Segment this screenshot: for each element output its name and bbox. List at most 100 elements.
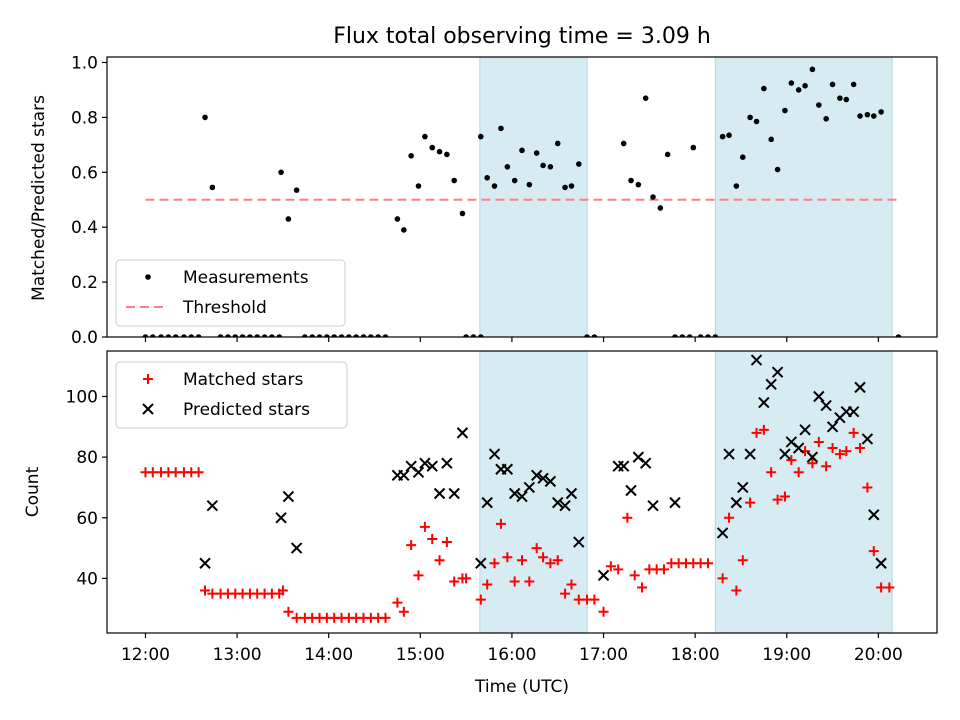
measurement-point: [547, 164, 554, 170]
matched-star-point: [807, 458, 818, 469]
predicted-star-point: [771, 366, 784, 378]
predicted-star-point: [456, 427, 469, 439]
measurement-point: [591, 334, 598, 337]
top-shaded-span: [714, 56, 893, 338]
matched-star-point: [545, 558, 556, 569]
predicted-star-point: [861, 433, 874, 445]
bottom-x-tick-label: 17:00: [579, 645, 628, 665]
measurement-point: [368, 334, 374, 337]
predicted-star-point: [565, 487, 578, 500]
measurement-point: [285, 216, 292, 222]
measurement-point: [739, 154, 746, 160]
matched-star-point: [751, 427, 762, 438]
bottom-x-tick-label: 13:00: [213, 645, 262, 665]
ratio-panel: 0.0 0.2 0.4 0.6 0.8 1.0 Measurements Threshold: [71, 53, 938, 348]
bottom-x-tick-label: 15:00: [396, 645, 445, 665]
measurement-point: [575, 161, 582, 167]
measurement-point: [142, 334, 149, 337]
predicted-star-point: [475, 557, 487, 569]
predicted-star-point: [765, 378, 777, 391]
measurement-point: [436, 148, 443, 155]
measurement-point: [451, 177, 458, 184]
measurement-point: [324, 334, 330, 337]
bottom-axes-frame: [106, 350, 938, 634]
predicted-star-point: [826, 421, 839, 433]
measurement-point: [816, 102, 822, 108]
measurement-point: [278, 169, 284, 176]
measurement-point: [346, 334, 352, 337]
measurement-point: [188, 334, 195, 337]
bottom-x-tick-label: 16:00: [487, 645, 536, 665]
matched-star-point: [482, 579, 493, 590]
top-shaded-span: [479, 56, 588, 338]
measurement-point: [150, 334, 156, 337]
bottom-x-tick-label: 12:00: [121, 645, 170, 665]
measurement-point: [181, 334, 187, 337]
measurement-point: [375, 334, 381, 337]
matched-star-point: [745, 497, 756, 508]
measurement-point: [261, 334, 268, 337]
top-y-tick-label: 0.2: [71, 273, 98, 293]
matched-star-point: [461, 573, 472, 584]
bottom-x-tick-label: 20:00: [854, 645, 903, 665]
measurement-point: [239, 334, 246, 337]
measurement-point: [788, 80, 795, 86]
measurement-point: [664, 151, 671, 158]
bottom-x-tick-label: 19:00: [762, 645, 811, 665]
measurement-point: [309, 334, 316, 337]
measurement-point: [837, 95, 843, 101]
bottom-y-tick-label: 80: [76, 448, 98, 468]
predicted-star-point: [779, 448, 791, 460]
measurement-point: [533, 150, 540, 156]
measurement-point: [165, 334, 172, 337]
measurement-point: [733, 183, 740, 189]
predicted-star-point: [617, 460, 630, 472]
matched-star-point: [475, 594, 486, 605]
matched-star-point: [884, 582, 895, 593]
measurement-point: [554, 140, 561, 147]
top-legend: [115, 259, 346, 327]
matched-star-point: [552, 555, 563, 566]
matched-star-point: [737, 555, 748, 566]
measurement-point: [225, 334, 231, 337]
predicted-star-point: [426, 460, 438, 472]
measurement-point: [302, 334, 308, 337]
predicted-star-point: [199, 557, 211, 569]
measurement-point: [650, 194, 656, 200]
predicted-star-point: [625, 484, 637, 497]
matched-star-point: [380, 612, 391, 623]
top-axes-frame: [106, 56, 938, 338]
matched-star-point: [449, 576, 460, 587]
measurement-point: [878, 109, 884, 115]
matched-star-point: [283, 606, 294, 617]
predicted-star-point: [799, 424, 811, 436]
measurement-point: [470, 334, 477, 337]
measurement-point: [679, 334, 686, 337]
predicted-star-point: [597, 569, 610, 582]
measurement-point: [195, 334, 202, 337]
measurement-point: [870, 113, 877, 119]
matched-star-point: [277, 585, 288, 596]
measurement-point: [338, 334, 345, 337]
matched-star-point: [392, 597, 403, 608]
legend-measurements-label: Measurements: [183, 268, 309, 288]
measurement-point: [823, 115, 829, 122]
legend-threshold-label: Threshold: [182, 298, 267, 318]
measurement-point: [850, 81, 857, 88]
matched-star-point: [834, 449, 845, 460]
matched-star-point: [629, 570, 640, 581]
predicted-star-point: [290, 542, 303, 554]
x-axis-label: Time (UTC): [474, 677, 569, 697]
measurement-point: [422, 133, 428, 140]
measurement-point: [353, 334, 359, 337]
measurement-point: [519, 147, 525, 154]
matched-star-point: [786, 455, 797, 466]
bottom-x-tick-label: 18:00: [671, 645, 720, 665]
matched-star-point: [862, 482, 873, 493]
measurement-point: [401, 227, 407, 233]
predicted-star-point: [275, 512, 287, 524]
matched-star-point: [441, 537, 452, 548]
legend-predicted-stars-label: Predicted stars: [183, 400, 310, 420]
predicted-star-point: [647, 499, 659, 512]
measurement-point: [857, 113, 863, 119]
